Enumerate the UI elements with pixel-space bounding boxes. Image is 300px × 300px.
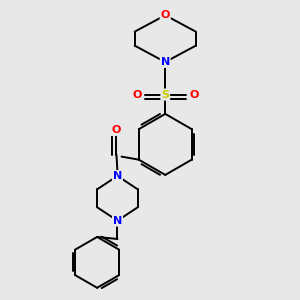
Text: N: N [113, 171, 122, 181]
Text: N: N [113, 216, 122, 226]
Text: O: O [160, 10, 170, 20]
Text: S: S [161, 90, 169, 100]
Text: N: N [160, 57, 170, 67]
Text: O: O [132, 90, 142, 100]
Text: O: O [189, 90, 198, 100]
Text: O: O [112, 125, 121, 135]
